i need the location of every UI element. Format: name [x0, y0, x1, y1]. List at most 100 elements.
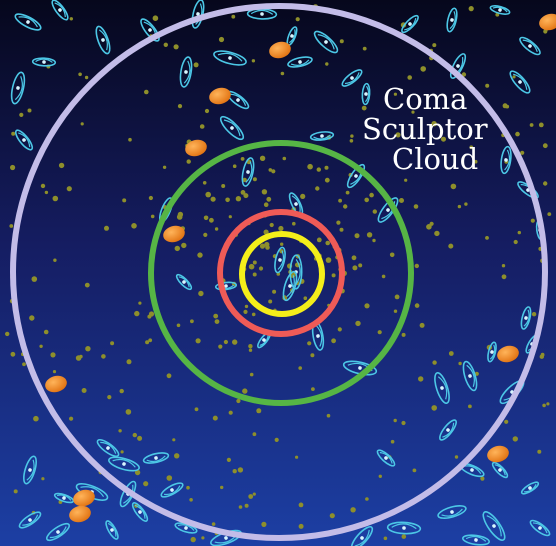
- dwarf-galaxy-dot: [429, 221, 434, 226]
- spiral-galaxy-icon: [386, 521, 422, 535]
- dwarf-galaxy-dot: [414, 263, 419, 269]
- dwarf-galaxy-dot: [325, 257, 332, 263]
- dwarf-galaxy-dot: [350, 134, 354, 138]
- spiral-galaxy-icon: [519, 36, 541, 56]
- dwarf-galaxy-dot: [393, 309, 398, 313]
- dwarf-galaxy-dot: [372, 238, 376, 243]
- dwarf-galaxy-dot: [336, 220, 341, 225]
- dwarf-galaxy-dot: [80, 122, 84, 126]
- outer-ring: [10, 3, 548, 541]
- dwarf-galaxy-dot: [401, 420, 406, 426]
- dwarf-galaxy-dot: [132, 432, 137, 438]
- dwarf-galaxy-dot: [43, 329, 49, 335]
- dwarf-galaxy-dot: [513, 239, 518, 245]
- dwarf-galaxy-dot: [295, 455, 299, 459]
- dwarf-galaxy-dot: [203, 215, 209, 221]
- dwarf-galaxy-dot: [469, 145, 474, 150]
- dwarf-galaxy-dot: [242, 388, 248, 394]
- dwarf-galaxy-dot: [202, 181, 207, 185]
- dwarf-galaxy-dot: [457, 204, 462, 209]
- dwarf-galaxy-dot: [434, 230, 440, 237]
- dwarf-galaxy-dot: [458, 361, 462, 366]
- dwarf-galaxy-dot: [501, 274, 507, 280]
- spiral-galaxy-icon: [241, 157, 255, 187]
- dwarf-galaxy-dot: [231, 14, 236, 19]
- dwarf-galaxy-dot: [266, 196, 272, 202]
- dwarf-galaxy-dot: [13, 489, 18, 494]
- dwarf-galaxy-dot: [401, 332, 406, 337]
- dwarf-galaxy-dot: [329, 513, 335, 519]
- dwarf-galaxy-dot: [44, 190, 49, 195]
- elliptical-galaxy-icon: [269, 41, 291, 59]
- dwarf-galaxy-dot: [78, 72, 82, 77]
- dwarf-galaxy-dot: [300, 193, 306, 199]
- dwarf-galaxy-dot: [101, 354, 106, 359]
- dwarf-galaxy-dot: [52, 195, 59, 202]
- dwarf-galaxy-dot: [193, 62, 199, 68]
- dwarf-galaxy-dot: [354, 233, 360, 239]
- spiral-galaxy-icon: [51, 0, 69, 21]
- dwarf-galaxy-dot: [240, 157, 245, 161]
- dwarf-galaxy-dot: [364, 303, 370, 309]
- dwarf-galaxy-dot: [362, 46, 367, 51]
- dwarf-galaxy-dot: [504, 419, 509, 424]
- dwarf-galaxy-dot: [199, 124, 205, 129]
- dwarf-galaxy-dot: [11, 131, 16, 136]
- dwarf-galaxy-dot: [232, 164, 237, 168]
- dwarf-galaxy-dot: [214, 319, 220, 324]
- dwarf-galaxy-dot: [393, 92, 397, 96]
- dwarf-galaxy-dot: [248, 263, 255, 270]
- dwarf-galaxy-dot: [343, 204, 348, 209]
- dwarf-galaxy-dot: [145, 340, 150, 345]
- spiral-galaxy-icon: [274, 246, 286, 274]
- label-line-sculptor: Sculptor: [362, 112, 488, 146]
- spiral-galaxy-icon: [341, 69, 363, 87]
- dwarf-galaxy-dot: [174, 453, 180, 459]
- spiral-galaxy-icon: [96, 438, 120, 458]
- dwarf-galaxy-dot: [464, 202, 468, 206]
- dwarf-galaxy-dot: [152, 15, 159, 21]
- spiral-galaxy-icon: [439, 419, 457, 441]
- dwarf-galaxy-dot: [218, 36, 225, 43]
- dwarf-galaxy-dot: [137, 435, 143, 441]
- dwarf-galaxy-dot: [212, 415, 218, 421]
- dwarf-galaxy-dot: [394, 294, 400, 300]
- dwarf-galaxy-dot: [29, 315, 35, 321]
- dwarf-galaxy-dot: [251, 59, 256, 63]
- dwarf-galaxy-dot: [473, 159, 478, 164]
- yellow-ring: [239, 231, 325, 317]
- dwarf-galaxy-dot: [530, 218, 535, 223]
- dwarf-galaxy-dot: [414, 303, 420, 308]
- elliptical-galaxy-icon: [45, 375, 67, 393]
- dwarf-galaxy-dot: [210, 196, 216, 202]
- dwarf-galaxy-dot: [381, 274, 386, 279]
- dwarf-galaxy-dot: [390, 439, 395, 444]
- dwarf-galaxy-dot: [432, 43, 437, 48]
- dwarf-galaxy-dot: [531, 312, 537, 317]
- dwarf-galaxy-dot: [190, 319, 194, 324]
- dwarf-galaxy-dot: [280, 71, 285, 76]
- dwarf-galaxy-dot: [358, 263, 363, 268]
- dwarf-galaxy-dot: [238, 505, 243, 509]
- dwarf-galaxy-dot: [268, 168, 273, 172]
- spiral-galaxy-icon: [175, 273, 193, 291]
- dwarf-galaxy-dot: [399, 198, 404, 203]
- dwarf-galaxy-dot: [144, 89, 149, 95]
- elliptical-galaxy-icon: [487, 445, 509, 463]
- spiral-galaxy-icon: [131, 502, 149, 522]
- dwarf-galaxy-dot: [350, 507, 356, 513]
- elliptical-galaxy-icon: [539, 13, 556, 31]
- dwarf-galaxy-dot: [190, 536, 196, 543]
- spiral-galaxy-icon: [18, 511, 42, 529]
- dwarf-galaxy-dot: [186, 159, 191, 164]
- dwarf-galaxy-dot: [197, 252, 203, 258]
- spiral-galaxy-icon: [313, 30, 339, 54]
- dwarf-galaxy-dot: [172, 438, 176, 442]
- dwarf-galaxy-dot: [431, 121, 437, 127]
- dwarf-galaxy-dot: [331, 273, 336, 278]
- dwarf-galaxy-dot: [311, 387, 315, 391]
- dwarf-galaxy-dot: [259, 155, 266, 161]
- dwarf-galaxy-dot: [27, 108, 32, 113]
- dwarf-galaxy-dot: [349, 139, 354, 143]
